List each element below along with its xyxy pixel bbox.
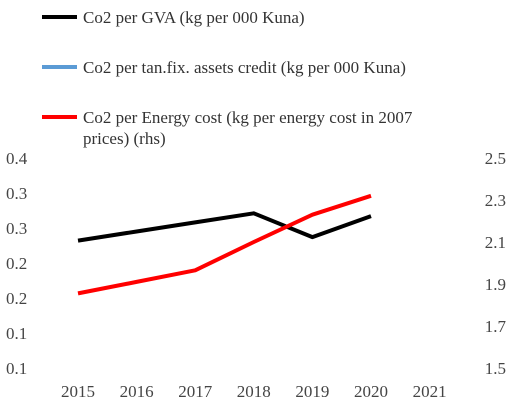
x-axis-tick-label: 2019 [295, 382, 329, 401]
left-axis-tick-label: 0.4 [6, 149, 28, 168]
right-axis-tick-label: 1.5 [485, 359, 506, 378]
left-axis-tick-label: 0.1 [6, 324, 27, 343]
plot-area: 0.1 0.1 0.2 0.2 0.3 0.3 0.4 1.5 1.7 1.9 2.1 2.3 2.5 2… [6, 149, 507, 401]
right-axis-tick-label: 2.3 [485, 191, 506, 210]
right-axis-tick-label: 1.9 [485, 275, 506, 294]
legend-label-gva: Co2 per GVA (kg per 000 Kuna) [83, 8, 305, 27]
legend-label-energy-cost-line1: Co2 per Energy cost (kg per energy cost … [83, 108, 413, 127]
x-axis-tick-label: 2015 [61, 382, 95, 401]
series-line-2 [77, 193, 372, 296]
left-axis-tick-label: 0.1 [6, 359, 27, 378]
legend-label-tan-fix-assets: Co2 per tan.fix. assets credit (kg per 0… [83, 58, 406, 77]
x-axis-tick-label: 2017 [178, 382, 213, 401]
x-axis-tick-label: 2020 [354, 382, 388, 401]
series-line-0 [77, 211, 372, 243]
left-axis-tick-label: 0.2 [6, 254, 27, 273]
x-axis-tick-label: 2021 [413, 382, 447, 401]
right-axis-tick-label: 1.7 [485, 317, 507, 336]
legend: Co2 per GVA (kg per 000 Kuna) Co2 per ta… [42, 8, 413, 148]
left-axis-tick-label: 0.3 [6, 219, 27, 238]
right-axis-tick-label: 2.1 [485, 233, 506, 252]
right-axis-tick-label: 2.5 [485, 149, 506, 168]
x-axis-tick-label: 2018 [237, 382, 271, 401]
left-axis-tick-label: 0.3 [6, 184, 27, 203]
left-axis-tick-label: 0.2 [6, 289, 27, 308]
x-axis-tick-label: 2016 [120, 382, 154, 401]
legend-label-energy-cost-line2: prices) (rhs) [83, 129, 166, 148]
